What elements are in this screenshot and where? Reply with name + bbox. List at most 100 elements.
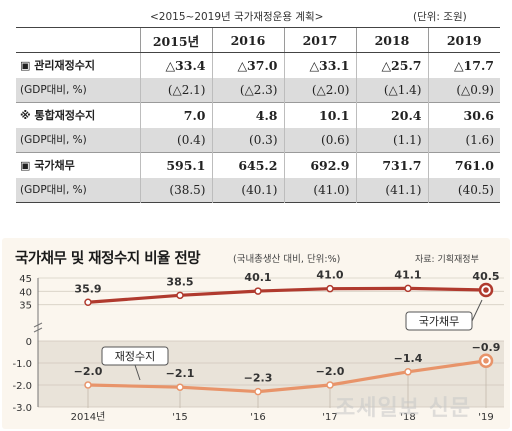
table-row: ▣ 국가채무 595.1 645.2 692.9 731.7 761.0 [16,152,500,178]
table-cell: △37.0 [211,52,284,78]
y-tick-label: -2.0 [12,381,32,392]
debt-data-label: 35.9 [74,282,101,295]
row-label: ▣ 국가채무 [16,152,140,178]
debt-point [404,284,412,293]
row-label: (GDP대비, %) [16,127,140,153]
table-cell: 761.0 [427,152,500,178]
y-tick-label: 0 [26,337,32,348]
header-year: 2018 [355,27,428,53]
balance-point [84,381,92,389]
table-row: (GDP대비, %) (0.4) (0.3) (0.6) (1.1) (1.6) [16,127,500,153]
table-cell: 4.8 [211,102,284,128]
debt-point [176,291,184,300]
table-caption: <2015~2019년 국가재정운용 계획> [150,11,324,23]
balance-data-label: −2.0 [74,365,103,378]
table-cell: 7.0 [139,102,212,128]
debt-data-label: 41.0 [316,269,343,282]
table-cell: △33.1 [283,52,356,78]
table-row: ▣ 관리재정수지 △33.4 △37.0 △33.1 △25.7 △17.7 [16,52,500,78]
debt-data-label: 40.1 [244,271,271,284]
debt-point [326,284,334,293]
x-tick-label: '16 [250,412,265,423]
debt-data-label: 38.5 [166,275,193,288]
table-cell: △17.7 [427,52,500,78]
balance-point [176,383,184,391]
y-tick-label: 35 [19,301,32,312]
table-cell: 595.1 [139,152,212,178]
balance-data-label: −2.1 [166,367,195,380]
chart-title: 국가채무 및 재정수지 비율 전망 [15,251,201,267]
chart-subtitle: (국내총생산 대비, 단위:%) [233,254,341,265]
balance-series-line [87,359,487,394]
table-cell: (1.1) [355,127,428,153]
x-tick-label: '15 [172,412,187,423]
balance-point [483,358,489,364]
balance-point [254,387,262,396]
table-cell: (△2.0) [283,77,356,103]
x-tick-label: '19 [478,412,493,423]
row-label: ▣ 관리재정수지 [16,52,140,78]
table-row: ※ 통합재정수지 7.0 4.8 10.1 20.4 30.6 [16,102,500,128]
table-cell: (△2.1) [139,77,212,103]
balance-data-label: −0.9 [472,341,501,354]
row-label: (GDP대비, %) [16,77,140,103]
fiscal-plan-table: 2015년 2016 2017 2018 2019 ▣ 관리재정수지 △33.4 △… [16,27,500,203]
debt-data-label: 41.1 [394,268,421,281]
balance-data-label: −2.0 [316,365,345,378]
debt-point [84,298,92,307]
debt-series-label: 국가채무 [419,315,459,328]
table-cell: 30.6 [427,102,500,128]
debt-series-leader [471,299,483,322]
table-cell: 692.9 [283,152,356,178]
debt-data-label: 40.5 [472,270,499,283]
x-tick-label: '18 [400,412,415,423]
table-cell: (40.5) [427,177,500,203]
unit-note: (단위: 조원) [413,11,467,23]
table-cell: (41.0) [283,177,356,203]
x-tick-label: '17 [322,412,337,423]
table-cell: 645.2 [211,152,284,178]
table-cell: 731.7 [355,152,428,178]
x-tick-label: 2014년 [71,411,106,423]
table-cell: 20.4 [355,102,428,128]
balance-data-label: −2.3 [244,372,273,385]
table-cell: (1.6) [427,127,500,153]
y-tick-label: 40 [19,287,32,298]
table-cell: (41.1) [355,177,428,203]
debt-point [254,287,262,295]
table-row: (GDP대비, %) (38.5) (40.1) (41.0) (41.1) (40.5) [16,177,500,203]
y-tick-label: -3.0 [12,403,32,414]
table-header-row: 2015년 2016 2017 2018 2019 [16,27,500,53]
row-label: (GDP대비, %) [16,177,140,203]
header-year: 2017 [283,27,356,53]
y-tick-label: 45 [19,274,32,285]
watermark: 조세일보 신문 [335,396,472,421]
row-label: ※ 통합재정수지 [16,102,140,128]
chart-source: 자료: 기획재정부 [415,255,479,265]
table-cell: (△2.3) [211,77,284,103]
header-year: 2019 [427,27,500,53]
axis-break-mark [33,322,43,333]
balance-point [326,381,334,389]
y-tick-label: -1.0 [12,359,32,370]
table-cell: (0.6) [283,127,356,153]
balance-series-leader [134,364,141,381]
header-corner [16,27,140,53]
table-cell: △33.4 [139,52,212,78]
balance-data-label: −1.4 [394,352,423,365]
table-cell: (38.5) [139,177,212,203]
header-year: 2015년 [139,27,212,53]
table-cell: (40.1) [211,177,284,203]
table-cell: (0.3) [211,127,284,153]
debt-series-line [87,286,487,304]
table-cell: 10.1 [283,102,356,128]
header-year: 2016 [211,27,284,53]
balance-series-label: 재정수지 [115,350,155,363]
table-row: (GDP대비, %) (△2.1) (△2.3) (△2.0) (△1.4) (△0.9) [16,77,500,103]
table-cell: (0.4) [139,127,212,153]
table-cell: (△0.9) [427,77,500,103]
debt-point [483,287,489,293]
table-cell: (△1.4) [355,77,428,103]
table-cell: △25.7 [355,52,428,78]
